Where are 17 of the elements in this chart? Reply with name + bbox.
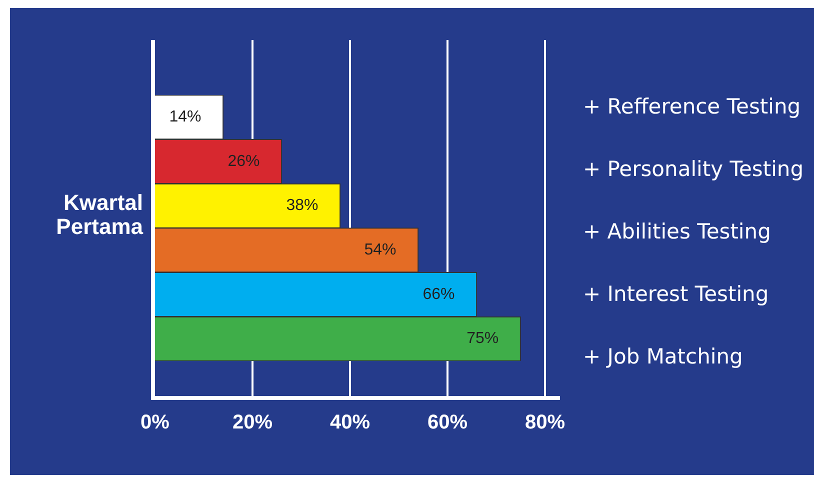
data-label: 66% <box>422 286 455 303</box>
data-label: 75% <box>466 330 499 348</box>
data-label: 38% <box>286 197 318 214</box>
x-tick-label: 20% <box>232 412 273 434</box>
text: + Refference Testing <box>583 94 801 118</box>
x-tick-label: 40% <box>330 412 370 434</box>
text: + Personality Testing <box>583 156 804 181</box>
text: + Job Matching <box>583 344 743 368</box>
x-tick-label: 0% <box>140 412 170 434</box>
x-tick-label: 60% <box>427 412 468 434</box>
text: + Abilities Testing <box>583 219 771 244</box>
text: + Interest Testing <box>583 282 769 306</box>
data-label: 14% <box>169 108 202 126</box>
data-label: 54% <box>364 242 396 259</box>
y-axis-title: Kwartal Pertama <box>56 190 144 240</box>
x-tick-label: 80% <box>524 412 566 434</box>
data-label: 26% <box>228 152 260 170</box>
